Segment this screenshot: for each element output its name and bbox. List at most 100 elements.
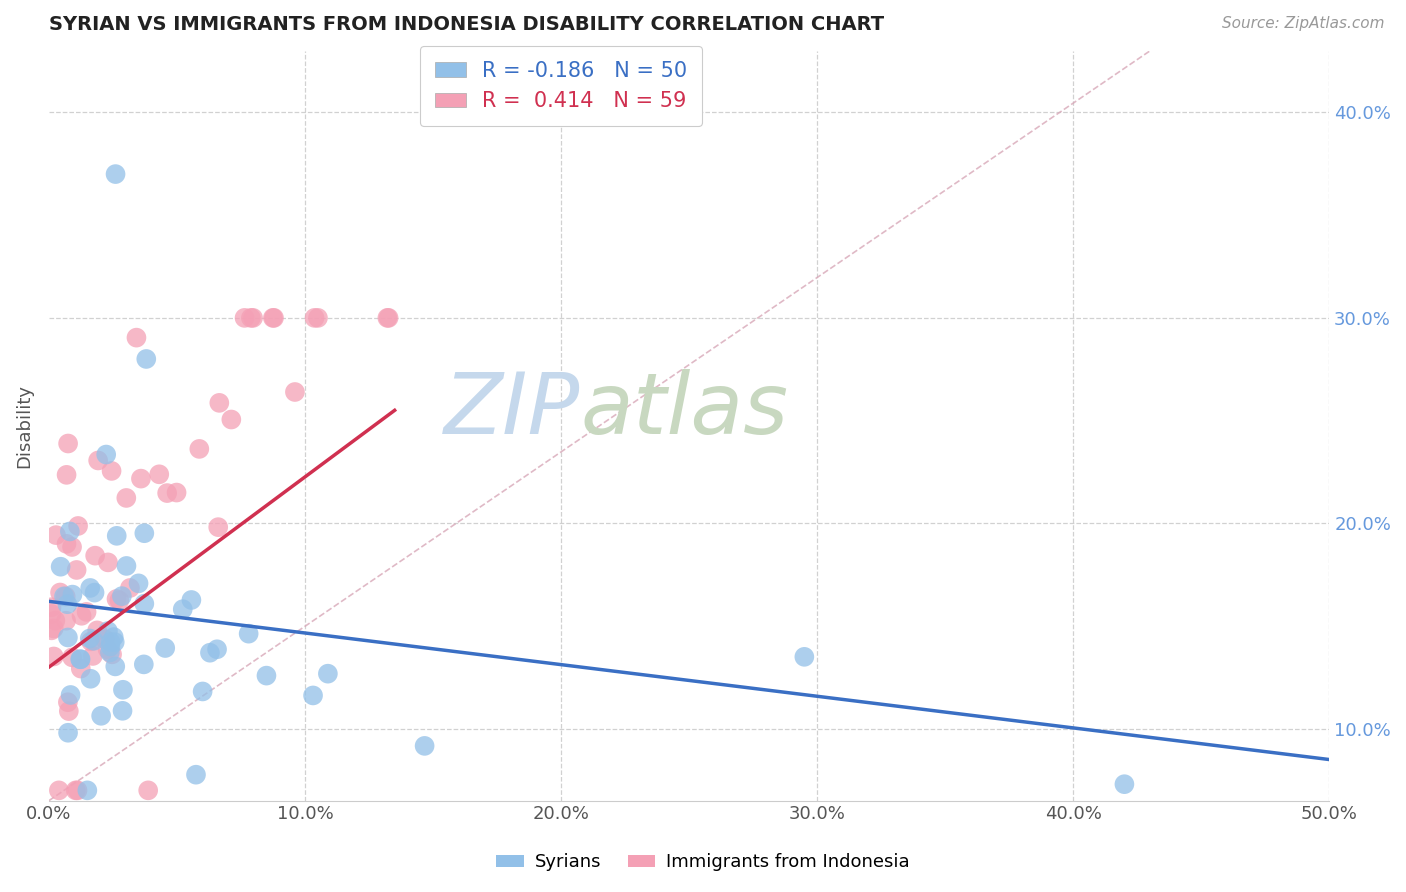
Text: Source: ZipAtlas.com: Source: ZipAtlas.com <box>1222 16 1385 31</box>
Point <box>105 529 128 543</box>
Point <box>166 485 188 500</box>
Point <box>60 650 83 665</box>
Point <box>242 310 264 325</box>
Point <box>111 704 134 718</box>
Point <box>105 591 128 606</box>
Point <box>58 704 80 718</box>
Point <box>80 634 103 648</box>
Point <box>55 537 77 551</box>
Point <box>118 581 141 595</box>
Point <box>111 589 134 603</box>
Point <box>115 558 138 573</box>
Point <box>198 646 221 660</box>
Point <box>208 396 231 410</box>
Point <box>377 310 399 325</box>
Point <box>238 626 260 640</box>
Point <box>302 689 325 703</box>
Point <box>62 588 84 602</box>
Point <box>70 608 93 623</box>
Point <box>83 633 105 648</box>
Point <box>100 464 122 478</box>
Point <box>191 684 214 698</box>
Point <box>82 648 104 663</box>
Point <box>79 632 101 646</box>
Point <box>49 559 72 574</box>
Point <box>41 624 63 638</box>
Y-axis label: Disability: Disability <box>15 384 32 467</box>
Point <box>135 351 157 366</box>
Point <box>136 783 159 797</box>
Point <box>205 642 228 657</box>
Point <box>207 520 229 534</box>
Point <box>128 576 150 591</box>
Point <box>60 540 83 554</box>
Text: ZIP: ZIP <box>444 369 581 452</box>
Point <box>184 767 207 781</box>
Point <box>87 453 110 467</box>
Point <box>59 688 82 702</box>
Point <box>97 555 120 569</box>
Point <box>377 310 399 325</box>
Point <box>45 528 67 542</box>
Point <box>284 384 307 399</box>
Point <box>97 624 120 638</box>
Point <box>129 472 152 486</box>
Point <box>132 657 155 672</box>
Point <box>44 614 66 628</box>
Point <box>188 442 211 456</box>
Point <box>55 590 77 604</box>
Point <box>41 600 63 615</box>
Point <box>83 585 105 599</box>
Point <box>69 652 91 666</box>
Point <box>413 739 436 753</box>
Point <box>84 549 107 563</box>
Point <box>148 467 170 482</box>
Point <box>55 467 77 482</box>
Point <box>48 783 70 797</box>
Point <box>69 652 91 666</box>
Point <box>76 605 98 619</box>
Point <box>67 519 90 533</box>
Point <box>125 331 148 345</box>
Point <box>134 526 156 541</box>
Legend: Syrians, Immigrants from Indonesia: Syrians, Immigrants from Indonesia <box>489 847 917 879</box>
Point <box>97 642 120 657</box>
Point <box>79 581 101 595</box>
Point <box>56 436 79 450</box>
Point <box>90 708 112 723</box>
Point <box>66 783 89 797</box>
Point <box>115 491 138 505</box>
Point <box>100 635 122 649</box>
Point <box>263 310 285 325</box>
Point <box>98 645 121 659</box>
Point <box>256 668 278 682</box>
Point <box>53 590 76 604</box>
Point <box>180 593 202 607</box>
Point <box>86 624 108 638</box>
Point <box>104 167 127 181</box>
Point <box>304 310 326 325</box>
Point <box>233 310 256 325</box>
Point <box>221 412 243 426</box>
Text: atlas: atlas <box>581 369 789 452</box>
Point <box>156 486 179 500</box>
Point <box>79 672 101 686</box>
Point <box>96 448 118 462</box>
Point <box>108 593 131 607</box>
Point <box>42 622 65 636</box>
Point <box>56 695 79 709</box>
Point <box>103 630 125 644</box>
Point <box>316 666 339 681</box>
Point <box>155 640 177 655</box>
Point <box>172 602 194 616</box>
Point <box>56 631 79 645</box>
Point <box>307 310 329 325</box>
Point <box>100 640 122 654</box>
Point <box>1114 777 1136 791</box>
Point <box>41 607 63 621</box>
Point <box>101 648 124 662</box>
Point <box>262 310 284 325</box>
Point <box>69 662 91 676</box>
Point <box>239 310 262 325</box>
Point <box>65 563 87 577</box>
